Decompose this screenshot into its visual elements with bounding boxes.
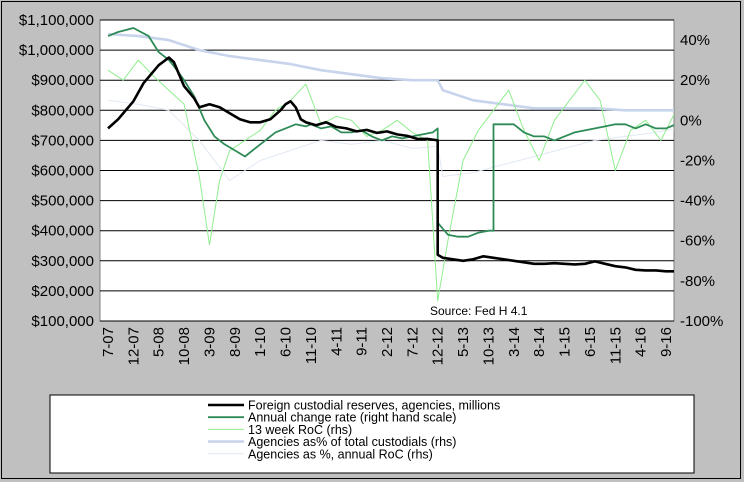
x-tick: 1-10	[252, 327, 269, 357]
x-tick: 7-07	[100, 327, 117, 357]
y2-tick-label: 0%	[680, 112, 702, 129]
legend: Foreign custodial reserves, agencies, mi…	[208, 399, 500, 461]
x-tick-label: 1-10	[252, 327, 269, 357]
legend-label: Agencies as% of total custodials (rhs)	[248, 435, 456, 449]
series-share-line	[107, 32, 674, 112]
x-tick-label: 5-13	[455, 327, 472, 357]
y-tick-label: $400,000	[31, 223, 94, 240]
series-lines	[107, 27, 674, 302]
legend-box	[49, 394, 695, 474]
y-tick-label: $1,100,000	[19, 12, 94, 29]
y2-tick-label: 40%	[680, 32, 710, 49]
x-tick-label: 12-12	[430, 327, 447, 365]
y-tick-label: $100,000	[31, 313, 94, 330]
x-axis-ticks: 7-07 12-07 5-08 10-08 3-09 8-09 1-10 6-10 11-10 4…	[100, 327, 675, 365]
x-tick-label: 5-08	[151, 327, 168, 357]
x-tick: 8-14	[531, 327, 548, 357]
x-tick-label: 10-13	[480, 327, 497, 365]
legend-label: 13 week RoC (rhs)	[248, 423, 352, 437]
y-tick-label: $1,000,000	[19, 42, 94, 59]
x-tick-label: 9-11	[354, 327, 371, 356]
x-tick-label: 6-10	[278, 327, 295, 357]
x-tick-label: 6-15	[582, 327, 599, 357]
x-tick-label: 4-16	[633, 327, 650, 357]
x-tick: 8-09	[227, 327, 244, 357]
y2-tick-label: 20%	[680, 72, 710, 89]
x-tick: 11-10	[303, 327, 320, 364]
x-tick: 3-09	[201, 327, 218, 357]
y-tick-label: $600,000	[31, 163, 94, 180]
x-tick-label: 3-14	[506, 327, 523, 357]
x-tick: 9-11	[354, 327, 371, 356]
series-annual-line	[107, 27, 674, 238]
legend-label: Foreign custodial reserves, agencies, mi…	[248, 399, 500, 413]
x-tick-label: 8-14	[531, 327, 548, 357]
gridlines	[100, 19, 674, 322]
x-tick: 10-13	[480, 327, 497, 365]
y2-tick-label: -80%	[680, 273, 715, 290]
x-tick: 2-12	[379, 327, 396, 357]
x-tick-label: 4-11	[328, 327, 345, 356]
x-tick: 6-15	[582, 327, 599, 357]
x-tick-label: 12-07	[125, 327, 142, 365]
x-tick: 1-15	[557, 327, 574, 357]
x-tick: 12-12	[430, 327, 447, 365]
x-tick-label: 11-15	[607, 327, 624, 364]
x-tick-label: 3-09	[201, 327, 218, 357]
x-tick-label: 2-12	[379, 327, 396, 357]
x-tick: 3-14	[506, 327, 523, 357]
y-tick-label: $200,000	[31, 283, 94, 300]
x-tick: 4-11	[328, 327, 345, 356]
x-tick: 12-07	[125, 327, 142, 365]
x-tick-label: 7-12	[404, 327, 421, 357]
right-axis-ticks: -100% -80% -60% -40% -20% 0% 20% 40%	[680, 32, 723, 330]
y2-tick-label: -60%	[680, 233, 715, 250]
x-tick: 10-08	[176, 327, 193, 365]
x-tick-label: 9-16	[658, 327, 675, 357]
legend-label: Annual change rate (right hand scale)	[248, 411, 456, 425]
y-tick-label: $900,000	[31, 72, 94, 89]
x-tick-label: 8-09	[227, 327, 244, 357]
source-note: Source: Fed H 4.1	[430, 304, 528, 318]
left-axis-ticks: $100,000 $200,000 $300,000 $400,000 $500,000…	[19, 12, 94, 330]
series-13week-line	[107, 59, 674, 302]
x-tick: 7-12	[404, 327, 421, 357]
series-share-roc-line	[107, 99, 674, 181]
x-tick-label: 11-10	[303, 327, 320, 364]
y2-tick-label: -20%	[680, 152, 715, 169]
series-reserves-line	[107, 56, 674, 273]
y2-tick-label: -40%	[680, 193, 715, 210]
x-tick-label: 1-15	[557, 327, 574, 357]
x-tick: 9-16	[658, 327, 675, 357]
y-tick-label: $300,000	[31, 253, 94, 270]
x-tick-label: 10-08	[176, 327, 193, 365]
y-tick-label: $800,000	[31, 102, 94, 119]
x-tick: 5-13	[455, 327, 472, 357]
x-tick: 6-10	[278, 327, 295, 357]
x-tick: 5-08	[151, 327, 168, 357]
x-tick: 11-15	[607, 327, 624, 364]
y2-tick-label: -100%	[680, 313, 723, 330]
x-tick: 4-16	[633, 327, 650, 357]
y-tick-label: $700,000	[31, 132, 94, 149]
x-tick-label: 7-07	[100, 327, 117, 357]
legend-label: Agencies as %, annual RoC (rhs)	[248, 447, 433, 461]
y-tick-label: $500,000	[31, 193, 94, 210]
